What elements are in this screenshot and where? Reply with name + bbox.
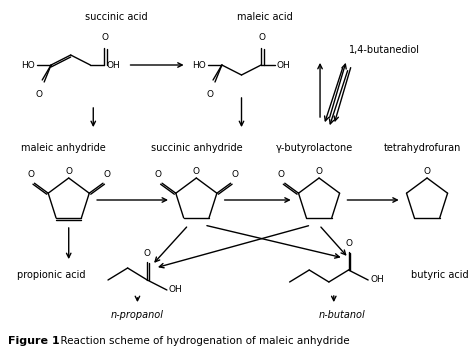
Text: O: O: [101, 33, 109, 42]
Text: HO: HO: [22, 60, 36, 69]
Text: O: O: [193, 167, 200, 176]
Text: O: O: [316, 167, 323, 176]
Text: O: O: [231, 170, 238, 179]
Text: O: O: [27, 170, 34, 179]
Text: OH: OH: [106, 60, 120, 69]
Text: O: O: [155, 170, 162, 179]
Text: succinic anhydride: succinic anhydride: [151, 143, 242, 153]
Text: OH: OH: [370, 276, 384, 285]
Text: O: O: [424, 167, 430, 176]
Text: butyric acid: butyric acid: [411, 270, 469, 280]
Text: O: O: [345, 239, 352, 248]
Text: O: O: [259, 33, 265, 42]
Text: O: O: [207, 90, 214, 99]
Text: propionic acid: propionic acid: [17, 270, 85, 280]
Text: Reaction scheme of hydrogenation of maleic anhydride: Reaction scheme of hydrogenation of male…: [54, 336, 350, 346]
Text: 1,4-butanediol: 1,4-butanediol: [348, 45, 419, 55]
Text: OH: OH: [277, 60, 291, 69]
Text: O: O: [277, 170, 284, 179]
Text: O: O: [103, 170, 110, 179]
Text: Figure 1: Figure 1: [8, 336, 59, 346]
Text: maleic anhydride: maleic anhydride: [21, 143, 106, 153]
Text: OH: OH: [169, 285, 182, 294]
Text: n-propanol: n-propanol: [111, 310, 164, 320]
Text: HO: HO: [192, 60, 206, 69]
Text: γ-butyrolactone: γ-butyrolactone: [275, 143, 353, 153]
Text: O: O: [36, 90, 43, 99]
Text: n-butanol: n-butanol: [318, 310, 365, 320]
Text: O: O: [65, 167, 72, 176]
Text: maleic acid: maleic acid: [237, 12, 293, 22]
Text: O: O: [144, 249, 151, 258]
Text: succinic acid: succinic acid: [84, 12, 147, 22]
Text: tetrahydrofuran: tetrahydrofuran: [383, 143, 461, 153]
